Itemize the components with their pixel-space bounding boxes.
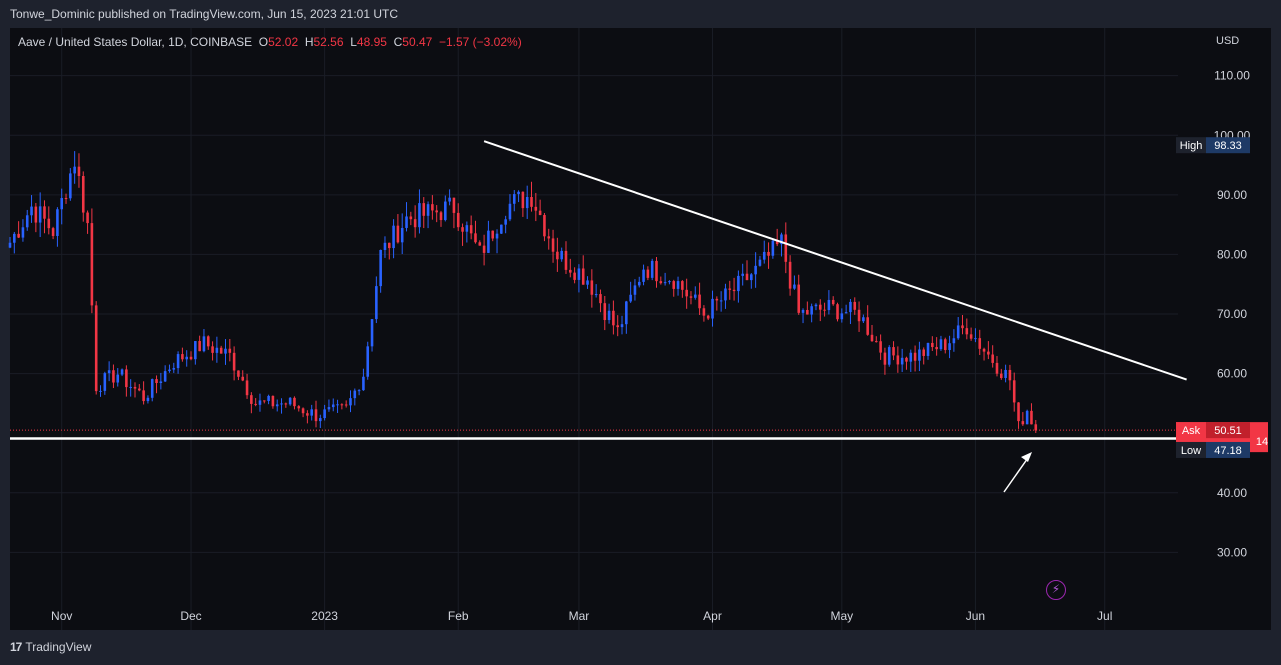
brand[interactable]: 17 TradingView: [10, 640, 91, 654]
currency-label[interactable]: USD: [1216, 35, 1240, 47]
chart-pane[interactable]: [10, 28, 1271, 630]
low-value: 48.95: [356, 35, 387, 49]
change-value: −1.57 (−3.02%): [438, 35, 522, 49]
symbol-legend[interactable]: Aave / United States Dollar, 1D, COINBAS…: [18, 35, 522, 49]
published-text: Tonwe_Dominic published on TradingView.c…: [10, 7, 399, 21]
high-value: 52.56: [313, 35, 344, 49]
close-value: 50.47: [402, 35, 433, 49]
top-bar: Tonwe_Dominic published on TradingView.c…: [0, 0, 1281, 28]
brand-name: TradingView: [25, 640, 92, 654]
bottom-bar: [0, 630, 1281, 665]
lightning-icon[interactable]: ⚡: [1046, 580, 1066, 600]
tradingview-logo-icon: 17: [10, 640, 22, 654]
symbol-name: Aave / United States Dollar, 1D, COINBAS…: [18, 35, 253, 49]
open-value: 52.02: [268, 35, 299, 49]
